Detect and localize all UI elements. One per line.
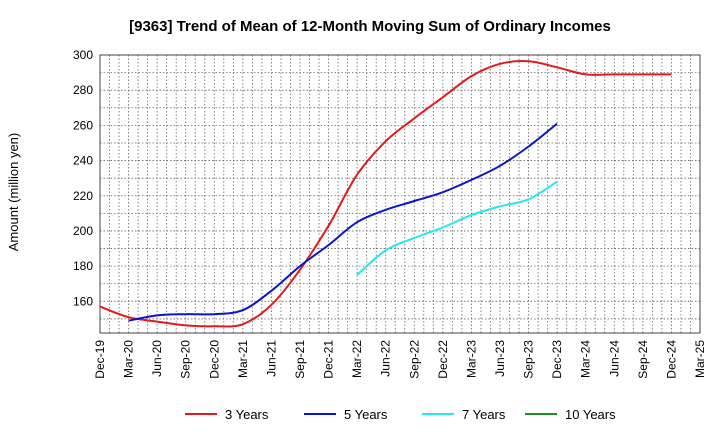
x-tick-label: Dec-21 [322,340,336,379]
x-tick-label: Mar-24 [579,340,593,378]
legend-label: 10 Years [565,407,616,422]
chart-title: [9363] Trend of Mean of 12-Month Moving … [129,18,611,35]
x-tick-label: Dec-20 [207,340,221,379]
series-line-3-years [99,60,672,328]
x-tick-label: Sep-23 [522,340,536,379]
legend-label: 5 Years [344,407,388,422]
x-tick-label: Sep-21 [293,340,307,379]
x-tick-label: Sep-22 [407,340,421,379]
y-tick-label: 160 [73,294,93,308]
x-tick-labels: Dec-19 Mar-20 Jun-20 Sep-20 Dec-20 Mar-21 Jun-… [93,340,707,379]
x-tick-label: Dec-22 [436,340,450,379]
series-lines [99,60,672,328]
x-tick-label: Jun-23 [493,340,507,377]
y-tick-labels: 160 180 200 220 240 260 280 300 [73,48,93,308]
plot-area [99,54,701,334]
y-tick-label: 300 [73,48,93,62]
x-tick-label: Mar-25 [693,340,707,378]
y-axis-label: Amount (million yen) [6,133,21,252]
x-tick-label: Mar-21 [236,340,250,378]
legend-label: 7 Years [462,407,506,422]
x-tick-label: Mar-23 [464,340,478,378]
y-tick-label: 280 [73,83,93,97]
x-tick-label: Jun-22 [379,340,393,377]
y-tick-label: 260 [73,118,93,132]
x-tick-label: Jun-21 [264,340,278,377]
x-tick-label: Dec-23 [550,340,564,379]
x-tick-label: Sep-20 [179,340,193,379]
series-line-5-years [128,122,558,322]
plot-background [100,55,700,333]
x-tick-label: Dec-19 [93,340,107,379]
legend-label: 3 Years [225,407,269,422]
x-tick-label: Mar-20 [122,340,136,378]
x-tick-label: Sep-24 [636,340,650,379]
legend: 3 Years 5 Years 7 Years 10 Years [185,407,616,422]
plot-border [99,54,701,334]
y-tick-label: 180 [73,259,93,273]
x-tick-label: Mar-22 [350,340,364,378]
x-tick-label: Jun-20 [150,340,164,377]
y-tick-label: 200 [73,224,93,238]
x-tick-label: Dec-24 [664,340,678,379]
y-tick-label: 240 [73,154,93,168]
x-tick-label: Jun-24 [607,340,621,377]
series-line-7-years [356,180,558,276]
y-tick-label: 220 [73,189,93,203]
